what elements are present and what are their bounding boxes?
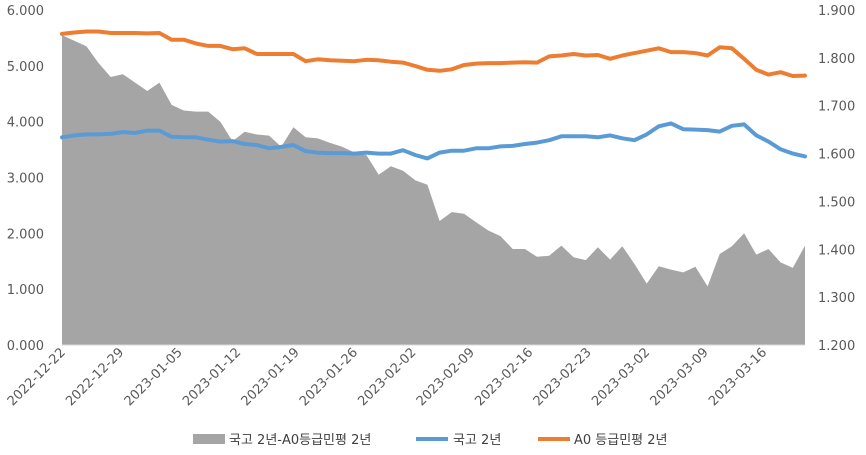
legend-item-a0-2y[interactable]: A0 등급민평 2년	[538, 433, 668, 448]
x-axis: 2022-12-222022-12-292023-01-052023-01-12…	[5, 344, 805, 409]
plot-area	[60, 29, 807, 345]
right-tick-label: 1.600	[818, 148, 855, 163]
left-tick-label: 4.000	[7, 116, 44, 131]
series-line-a0-2y	[60, 29, 807, 78]
right-tick-label: 1.700	[818, 100, 855, 115]
right-tick-label: 1.800	[818, 52, 855, 67]
legend-label-ktb2y: 국고 2년	[453, 433, 501, 448]
x-tick-label: 2023-02-23	[531, 345, 595, 409]
right-tick-label: 1.900	[818, 4, 855, 19]
series-area-spread	[62, 35, 805, 345]
right-tick-label: 1.400	[818, 243, 855, 258]
left-tick-label: 3.000	[7, 172, 44, 187]
left-y-axis: 0.000 1.000 2.000 3.000 4.000 5.000 6.000	[7, 4, 44, 354]
left-tick-label: 5.000	[7, 60, 44, 75]
x-tick-label: 2023-01-12	[180, 345, 244, 409]
right-tick-label: 1.500	[818, 195, 855, 210]
x-tick-label: 2023-02-09	[414, 345, 478, 409]
x-tick-label: 2022-12-22	[5, 345, 69, 409]
legend-label-a0-2y: A0 등급민평 2년	[574, 433, 668, 448]
left-tick-label: 6.000	[7, 4, 44, 19]
x-tick-label: 2023-03-09	[648, 345, 712, 409]
x-tick-label: 2023-02-16	[472, 345, 536, 409]
legend: 국고 2년-A0등급민평 2년 국고 2년 A0 등급민평 2년	[193, 433, 668, 448]
legend-label-spread: 국고 2년-A0등급민평 2년	[229, 433, 371, 448]
x-tick-label: 2023-01-26	[297, 345, 361, 409]
x-tick-label: 2023-01-19	[239, 345, 303, 409]
x-tick-label: 2023-01-05	[122, 345, 186, 409]
series-line-ktb2y	[60, 121, 807, 161]
legend-swatch-spread	[193, 434, 225, 444]
left-tick-label: 2.000	[7, 227, 44, 242]
x-tick-label: 2023-03-02	[589, 345, 653, 409]
legend-item-spread[interactable]: 국고 2년-A0등급민평 2년	[193, 433, 371, 448]
x-tick-label: 2023-03-16	[706, 345, 770, 409]
right-y-axis: 1.200 1.300 1.400 1.500 1.600 1.700 1.800 1.900	[818, 4, 855, 354]
right-tick-label: 1.300	[818, 291, 855, 306]
left-tick-label: 0.000	[7, 339, 44, 354]
right-tick-label: 1.200	[818, 339, 855, 354]
x-tick-label: 2022-12-29	[63, 345, 127, 409]
x-tick-label: 2023-02-02	[355, 345, 419, 409]
left-tick-label: 1.000	[7, 283, 44, 298]
legend-item-ktb2y[interactable]: 국고 2년	[416, 433, 501, 448]
